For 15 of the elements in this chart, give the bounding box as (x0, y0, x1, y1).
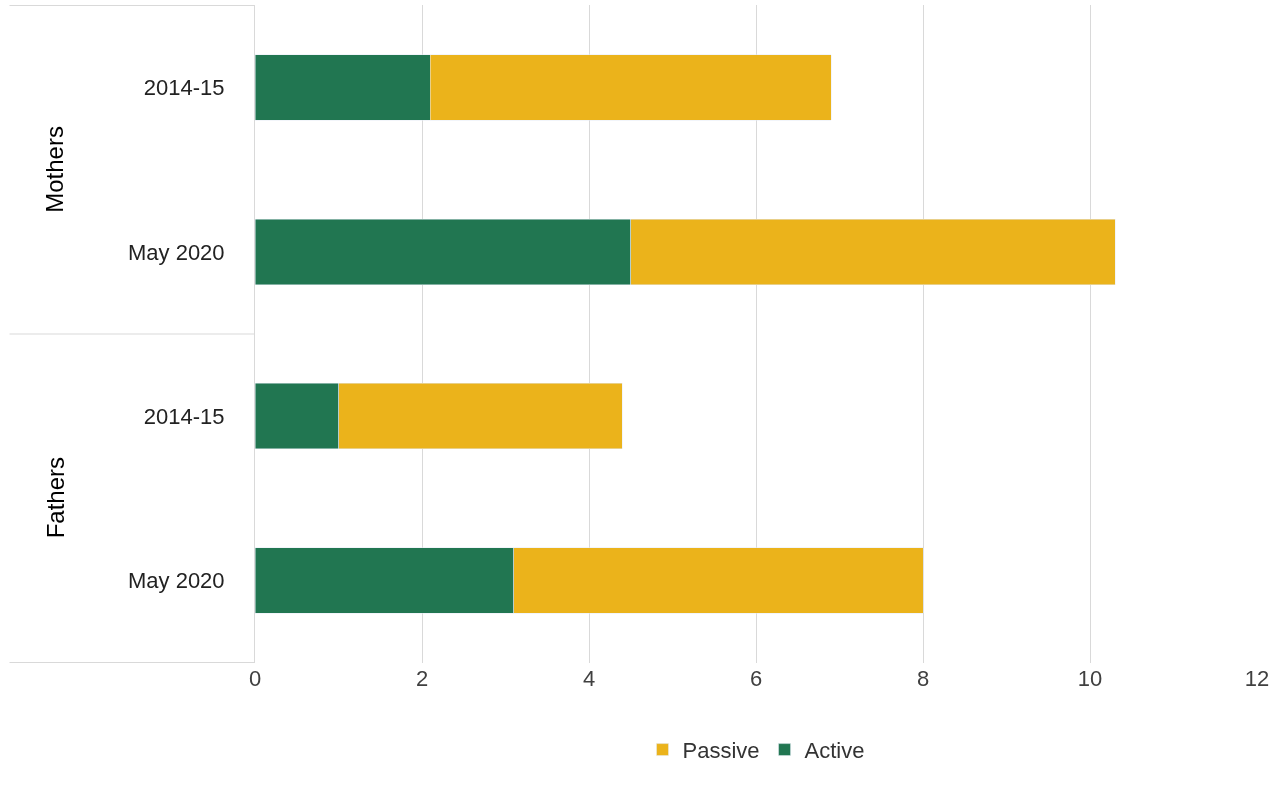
y-tick-label: 2014-15 (143, 75, 225, 101)
legend-label: Passive (682, 738, 760, 764)
y-tick-label: 2014-15 (143, 403, 225, 429)
x-tick-label: 4 (582, 666, 596, 691)
text: Mothers (41, 126, 69, 213)
x-tick-label: 8 (916, 666, 930, 691)
x-tick-label: 2 (415, 666, 429, 691)
legend-label: Active (804, 738, 865, 764)
x-tick-label: 0 (248, 666, 262, 691)
x-tick-label: 10 (1077, 666, 1103, 691)
text: Fathers (41, 456, 69, 539)
y-tick-label: May 2020 (127, 239, 225, 265)
x-tick-label: 12 (1244, 666, 1270, 691)
x-tick-label: 6 (749, 666, 763, 691)
y-tick-label: May 2020 (127, 568, 225, 594)
